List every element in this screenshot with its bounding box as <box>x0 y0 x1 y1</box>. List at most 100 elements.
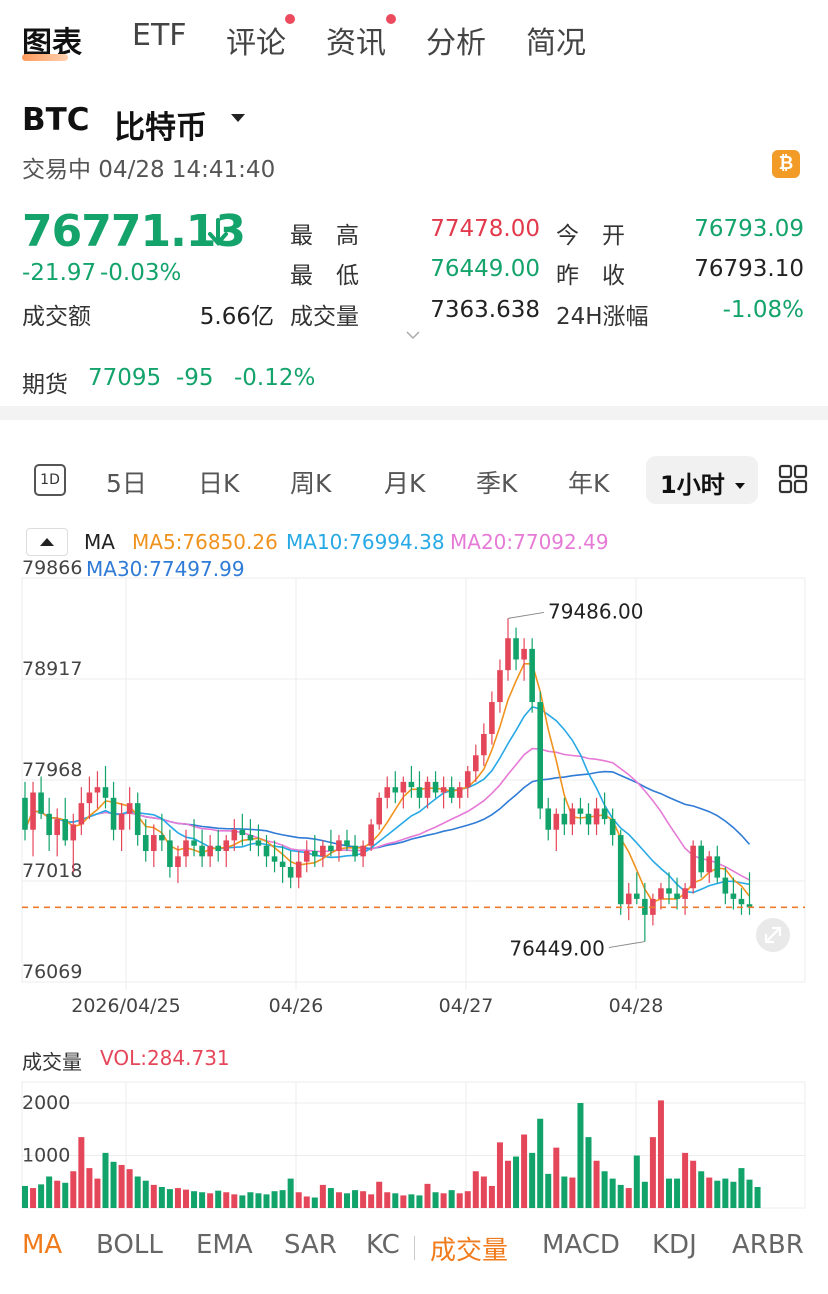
indicator-sar[interactable]: SAR <box>284 1230 337 1260</box>
candle <box>706 851 713 883</box>
indicator-ema[interactable]: EMA <box>196 1230 253 1260</box>
tab-etf[interactable]: ETF <box>132 18 187 53</box>
triangle-up-icon <box>40 538 54 546</box>
volume-bar <box>295 1192 302 1208</box>
volume-bar <box>706 1177 713 1208</box>
fullscreen-icon[interactable] <box>756 918 790 952</box>
indicator-divider <box>414 1236 415 1260</box>
caret-down-icon[interactable] <box>228 108 248 128</box>
volume-bar <box>537 1118 544 1208</box>
candle <box>489 691 495 745</box>
ma10-value: MA10:76994.38 <box>286 530 445 554</box>
candle <box>593 797 600 836</box>
volume-bar <box>609 1178 616 1208</box>
high-marker-line <box>507 611 545 619</box>
futures-label: 期货 <box>22 372 68 398</box>
volume-bar <box>666 1178 672 1208</box>
volume-bar <box>231 1194 238 1208</box>
tab-profile[interactable]: 简况 <box>526 26 586 61</box>
indicator-macd[interactable]: MACD <box>542 1230 620 1260</box>
volume-bar <box>271 1191 278 1208</box>
candle-body <box>344 840 350 846</box>
change24-value: -1.08% <box>722 297 804 323</box>
period-yearly[interactable]: 年K <box>568 469 610 498</box>
period-5day[interactable]: 5日 <box>106 469 147 498</box>
volume-bar <box>529 1152 536 1208</box>
chart-frame <box>21 577 806 983</box>
grid-layout-icon[interactable] <box>778 464 808 494</box>
period-selected-label: 1小时 <box>660 471 725 499</box>
volume-bar <box>134 1176 141 1208</box>
candle-body <box>634 893 640 899</box>
volume-tick-label: 2000 <box>22 1092 70 1114</box>
futures-change: -95 <box>176 365 214 391</box>
high-label: 最 高 <box>290 223 359 249</box>
volume-bar <box>577 1103 584 1208</box>
candle <box>617 829 624 915</box>
indicator-arbr[interactable]: ARBR <box>732 1230 804 1260</box>
tab-news[interactable]: 资讯 <box>326 26 386 61</box>
period-daily[interactable]: 日K <box>198 469 240 498</box>
candle-body <box>231 829 238 841</box>
candle-body <box>674 893 680 899</box>
candle <box>448 776 455 804</box>
candle <box>368 819 374 852</box>
volume-bar <box>319 1184 326 1208</box>
candle <box>287 851 294 889</box>
tab-comments[interactable]: 评论 <box>226 26 286 61</box>
candle-body <box>134 803 141 836</box>
candle <box>690 840 696 894</box>
candle <box>440 776 447 809</box>
candle-body <box>54 819 60 836</box>
candle <box>376 792 382 830</box>
candle-body <box>706 856 713 873</box>
candle-body <box>682 888 688 899</box>
volume-bar <box>78 1137 85 1208</box>
candle <box>191 819 197 857</box>
volume-bar <box>118 1164 125 1208</box>
candle <box>392 771 399 804</box>
volume-bar <box>545 1173 552 1208</box>
volume-bar <box>625 1188 632 1208</box>
period-weekly[interactable]: 周K <box>290 469 332 498</box>
ma30-value: MA30:77497.99 <box>86 557 245 581</box>
volume-bar <box>714 1180 721 1208</box>
collapse-legend-button[interactable] <box>26 528 68 556</box>
low-marker-line <box>608 941 645 949</box>
indicator-volume[interactable]: 成交量 <box>430 1236 509 1266</box>
period-dropdown[interactable]: 1小时 <box>646 456 758 504</box>
candle-body <box>722 877 729 894</box>
period-1d-button[interactable]: 1D <box>34 464 66 496</box>
period-quarterly[interactable]: 季K <box>476 469 518 498</box>
volume-bar <box>142 1180 149 1208</box>
volume-bar <box>352 1190 359 1208</box>
open-value: 76793.09 <box>694 216 804 242</box>
indicator-kc[interactable]: KC <box>366 1230 400 1260</box>
volume-bar <box>641 1181 648 1208</box>
expand-chevron-icon[interactable] <box>404 326 422 340</box>
turnover-value: 5.66亿 <box>199 304 274 330</box>
volume-bar <box>408 1194 415 1208</box>
candle-body <box>38 792 44 814</box>
indicator-boll[interactable]: BOLL <box>96 1230 163 1260</box>
tab-analysis[interactable]: 分析 <box>426 26 486 61</box>
candle <box>634 872 640 905</box>
candle-body <box>368 824 374 846</box>
candle-body <box>553 813 560 830</box>
indicator-ma[interactable]: MA <box>22 1230 63 1260</box>
indicator-kdj[interactable]: KDJ <box>652 1230 697 1260</box>
candle-body <box>151 835 157 852</box>
volume-bar <box>255 1193 262 1208</box>
volume-bar <box>448 1190 455 1208</box>
candle <box>424 776 431 809</box>
ticker-name[interactable]: 比特币 <box>114 110 207 146</box>
candle <box>86 776 93 820</box>
period-monthly[interactable]: 月K <box>384 469 426 498</box>
volume-bar <box>432 1192 439 1208</box>
candle-body <box>78 803 85 825</box>
candlestick-chart[interactable]: 79866 78917 77968 77018 76069 2026/04/25 04/26… <box>0 560 828 1020</box>
candle-body <box>424 781 431 798</box>
open-label: 今 开 <box>556 223 625 249</box>
candle-body <box>400 781 407 793</box>
candle-body <box>569 808 576 825</box>
